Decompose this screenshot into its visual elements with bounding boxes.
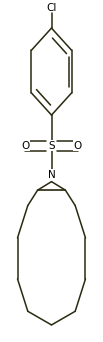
Text: O: O: [21, 141, 29, 151]
Text: O: O: [74, 141, 82, 151]
Text: N: N: [48, 170, 55, 180]
Text: S: S: [48, 141, 55, 151]
Text: Cl: Cl: [46, 3, 57, 13]
